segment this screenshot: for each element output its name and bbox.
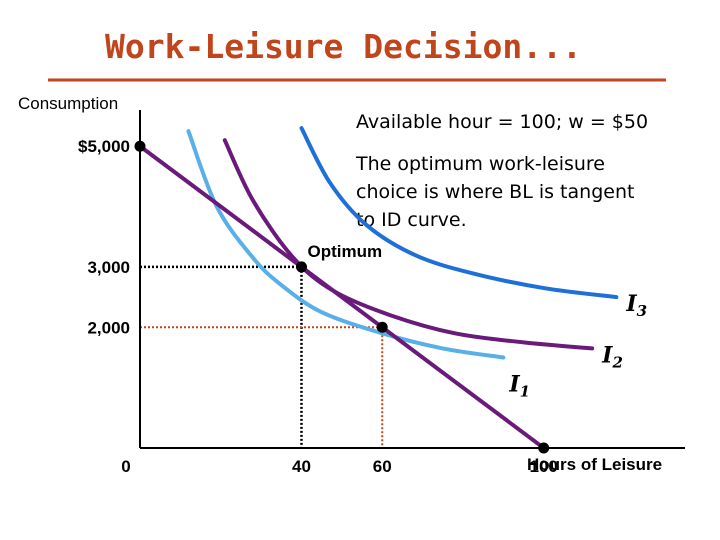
points: Optimum xyxy=(134,140,550,454)
curve-label-i3: I3 xyxy=(625,291,647,320)
annotation-line-2: choice is where BL is tangent xyxy=(356,181,634,203)
point-label-1: Optimum xyxy=(307,242,382,261)
curve-label-i2: I2 xyxy=(601,342,623,371)
annotation-available-hours: Available hour = 100; w = $50 xyxy=(356,111,648,133)
point-1 xyxy=(295,261,307,273)
x-axis-label: Hours of Leisure xyxy=(527,455,662,474)
x-tick-label-1: 40 xyxy=(292,457,311,476)
point-2 xyxy=(376,321,388,333)
annotation-line-1: The optimum work-leisure xyxy=(355,153,605,175)
indifference-curve-i3 xyxy=(299,126,619,300)
y-tick-label-1: 3,000 xyxy=(87,258,130,277)
curves xyxy=(138,126,619,450)
chart-title: Work-Leisure Decision... xyxy=(105,27,582,66)
y-tick-label-0: 2,000 xyxy=(87,318,130,337)
point-0 xyxy=(134,140,146,152)
indifference-curve-i2 xyxy=(222,138,595,351)
indifference-curve-i1 xyxy=(186,129,506,360)
tick-labels: 2,000 3,000 $5,000 0 40 60 100 xyxy=(78,137,558,476)
x-tick-label-2: 60 xyxy=(373,457,392,476)
x-tick-label-0: 0 xyxy=(121,457,130,476)
curve-label-i1: I1 xyxy=(508,371,530,400)
x-tick-label-3: 100 xyxy=(530,457,558,476)
annotation-line-3: to ID curve. xyxy=(356,209,467,231)
y-axis-label: Consumption xyxy=(18,94,118,113)
point-3 xyxy=(538,442,550,454)
annotation-optimum-explanation: The optimum work-leisure choice is where… xyxy=(355,153,640,231)
guide-lines xyxy=(140,265,384,448)
y-tick-label-2: $5,000 xyxy=(78,137,130,156)
budget-line xyxy=(138,144,546,450)
